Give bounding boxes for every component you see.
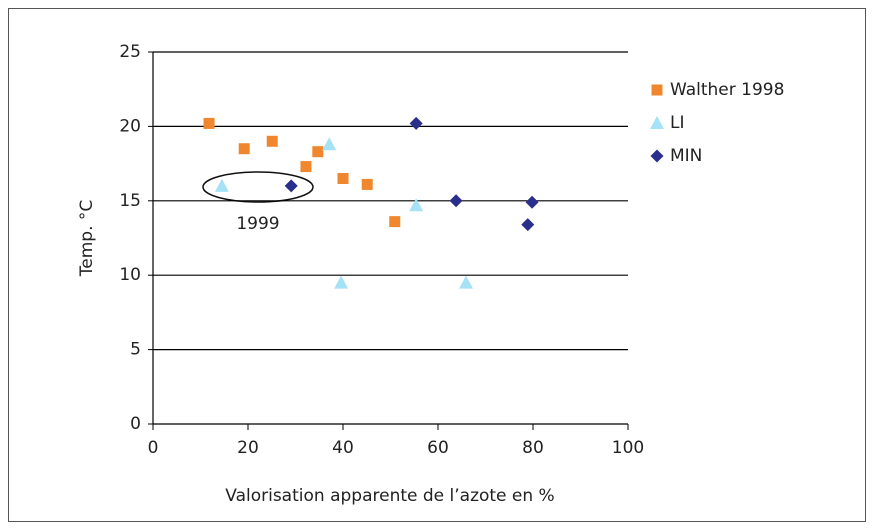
annotation-ellipse <box>202 171 314 203</box>
point <box>459 275 474 289</box>
legend-marker <box>651 84 663 96</box>
y-tick-label: 15 <box>119 191 141 211</box>
point <box>449 194 463 208</box>
point <box>334 275 349 289</box>
point <box>300 161 312 173</box>
point <box>322 137 337 151</box>
y-tick-label: 20 <box>119 116 141 136</box>
point <box>312 146 324 158</box>
x-tick-label: 60 <box>427 438 449 458</box>
x-axis-label: Valorisation apparente de l’azote en % <box>225 486 554 506</box>
y-tick-label: 25 <box>119 42 141 62</box>
x-tick-label: 40 <box>332 438 354 458</box>
legend-marker <box>650 149 664 163</box>
x-tick-label: 80 <box>522 438 544 458</box>
legend-marker <box>650 116 664 129</box>
point <box>238 143 250 155</box>
point <box>361 178 373 190</box>
x-tick-label: 0 <box>148 438 159 458</box>
point <box>525 195 539 209</box>
point <box>521 218 535 232</box>
x-tick-label: 100 <box>612 438 644 458</box>
frame <box>8 8 866 522</box>
annotation: 1999 <box>236 214 279 234</box>
legend-label: Walther 1998 <box>670 80 784 100</box>
point <box>203 117 215 129</box>
y-tick-label: 5 <box>130 340 141 360</box>
point <box>284 179 298 193</box>
legend-label: LI <box>670 113 685 133</box>
point <box>409 198 424 212</box>
y-tick-label: 10 <box>119 265 141 285</box>
x-tick-label: 20 <box>237 438 259 458</box>
legend-label: MIN <box>670 146 702 166</box>
y-axis-label: Temp. °C <box>77 200 97 277</box>
point <box>266 135 278 147</box>
point <box>337 172 349 184</box>
point <box>389 216 401 228</box>
y-tick-label: 0 <box>130 414 141 434</box>
point <box>214 178 229 192</box>
point <box>409 116 423 130</box>
